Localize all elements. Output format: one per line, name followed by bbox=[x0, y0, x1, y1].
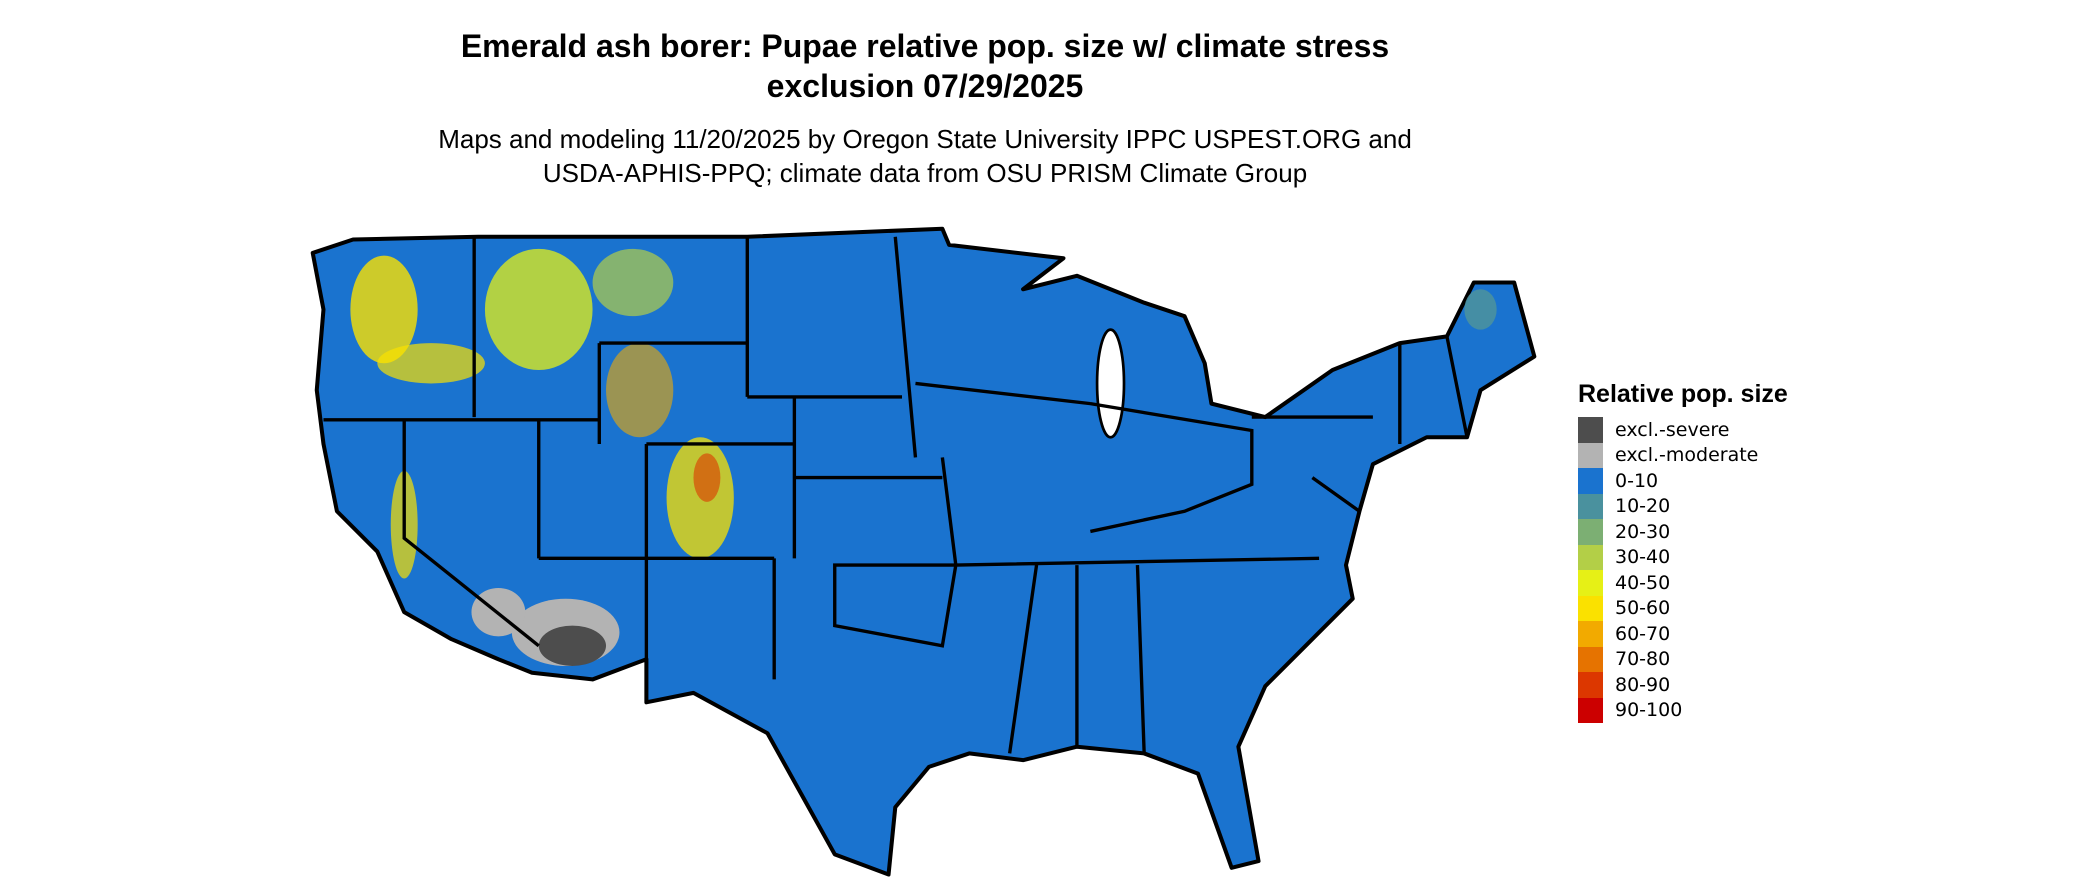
legend-swatch bbox=[1578, 646, 1603, 672]
map-subtitle: Maps and modeling 11/20/2025 by Oregon S… bbox=[0, 122, 1850, 190]
legend-swatch bbox=[1578, 544, 1603, 570]
legend-swatch bbox=[1578, 519, 1603, 545]
legend-label: 20-30 bbox=[1615, 520, 1671, 543]
legend-item: 20-30 bbox=[1578, 519, 1788, 545]
legend-items: excl.-severe excl.-moderate 0-10 10-20 20-30… bbox=[1578, 417, 1788, 723]
subtitle-line-2: USDA-APHIS-PPQ; climate data from OSU PR… bbox=[542, 158, 1308, 188]
legend-swatch bbox=[1578, 493, 1603, 519]
legend-item: excl.-severe bbox=[1578, 417, 1788, 443]
legend-swatch bbox=[1578, 697, 1603, 723]
legend-item: excl.-moderate bbox=[1578, 442, 1788, 468]
legend-label: 90-100 bbox=[1615, 699, 1683, 722]
legend-swatch bbox=[1578, 595, 1603, 621]
legend-swatch bbox=[1578, 570, 1603, 596]
legend-item: 0-10 bbox=[1578, 468, 1788, 494]
legend-swatch bbox=[1578, 621, 1603, 647]
legend-swatch bbox=[1578, 672, 1603, 698]
legend-swatch bbox=[1578, 442, 1603, 468]
legend-swatch bbox=[1578, 417, 1603, 443]
title-line-1: Emerald ash borer: Pupae relative pop. s… bbox=[460, 28, 1390, 64]
legend-label: 10-20 bbox=[1615, 495, 1671, 518]
legend-item: 40-50 bbox=[1578, 570, 1788, 596]
title-line-2: exclusion 07/29/2025 bbox=[766, 68, 1084, 104]
state-borders bbox=[323, 236, 1469, 754]
legend-title: Relative pop. size bbox=[1578, 380, 1788, 408]
legend-swatch bbox=[1578, 468, 1603, 494]
legend: Relative pop. size excl.-severe excl.-mod… bbox=[1578, 380, 1788, 723]
map-title: Emerald ash borer: Pupae relative pop. s… bbox=[0, 26, 1850, 106]
legend-item: 50-60 bbox=[1578, 595, 1788, 621]
legend-item: 90-100 bbox=[1578, 697, 1788, 723]
legend-item: 30-40 bbox=[1578, 544, 1788, 570]
legend-label: 60-70 bbox=[1615, 622, 1671, 645]
legend-item: 10-20 bbox=[1578, 493, 1788, 519]
legend-label: 50-60 bbox=[1615, 597, 1671, 620]
legend-label: 40-50 bbox=[1615, 571, 1671, 594]
legend-label: excl.-moderate bbox=[1615, 444, 1759, 467]
legend-item: 60-70 bbox=[1578, 621, 1788, 647]
legend-label: 0-10 bbox=[1615, 469, 1659, 492]
lake-michigan bbox=[1095, 328, 1126, 439]
subtitle-line-1: Maps and modeling 11/20/2025 by Oregon S… bbox=[438, 124, 1412, 154]
legend-label: excl.-severe bbox=[1615, 418, 1730, 441]
legend-label: 30-40 bbox=[1615, 546, 1671, 569]
legend-label: 80-90 bbox=[1615, 673, 1671, 696]
legend-label: 70-80 bbox=[1615, 648, 1671, 671]
legend-item: 80-90 bbox=[1578, 672, 1788, 698]
legend-item: 70-80 bbox=[1578, 646, 1788, 672]
